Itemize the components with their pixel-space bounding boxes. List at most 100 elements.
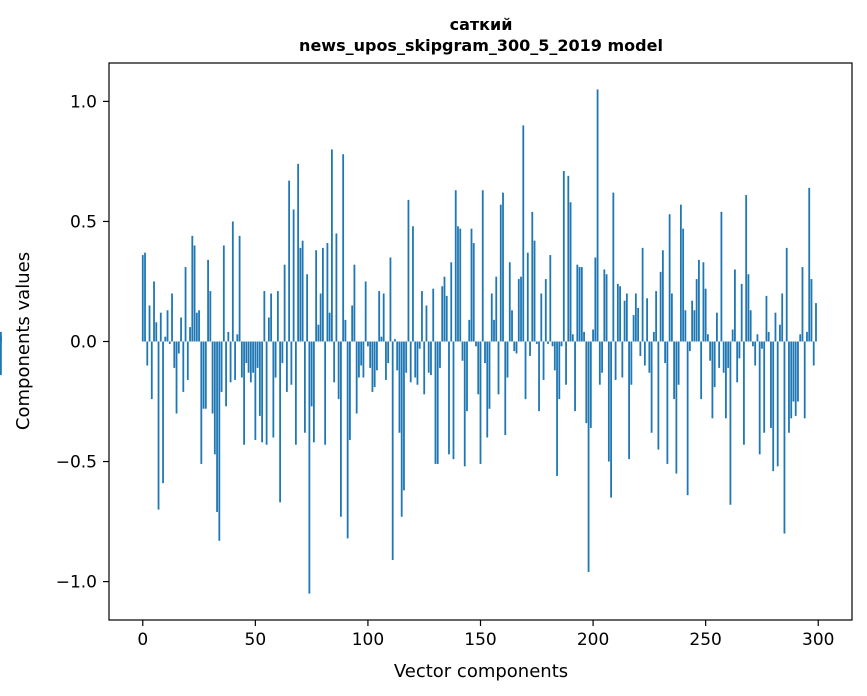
bar [785,247,788,342]
bar [371,341,374,392]
bar [772,341,775,472]
bar [362,341,365,378]
bar [394,339,396,342]
bars-layer [0,89,817,594]
y-tick-label: 1.0 [70,92,97,112]
bar [308,341,311,594]
bar [788,341,790,433]
bar [790,341,793,419]
bar [159,312,162,342]
bar [727,341,730,368]
bar [504,341,507,436]
bar [612,192,615,342]
bar [340,341,342,517]
bar [294,341,297,445]
bar [661,250,664,342]
bar [493,319,495,342]
bar [189,327,191,342]
bar [204,341,207,409]
bar [490,293,493,342]
bar [373,341,376,388]
bar [468,319,471,342]
bar [716,312,718,342]
bar [236,334,239,342]
bar [610,341,612,498]
bar [688,341,691,352]
bar [806,331,808,342]
bar [797,341,799,402]
bar [353,264,356,342]
bar [808,187,811,342]
bar [321,247,324,342]
y-tick-label: −1.0 [56,573,97,593]
bar [398,341,401,433]
bar [731,329,734,342]
bar [254,341,257,440]
bar [542,341,545,380]
bar [650,341,653,433]
bar [695,279,698,342]
y-tick-label: 0.0 [70,333,97,353]
bar [461,341,464,361]
bar [276,291,279,342]
bar [171,293,173,342]
bar [389,257,392,342]
bar [430,341,432,376]
bar [677,341,680,385]
bar [657,341,660,450]
bar [452,341,455,460]
bar [162,341,164,484]
bar [479,341,482,464]
bar [652,331,655,342]
bar [623,300,626,342]
bar [387,341,390,364]
bar [198,310,200,342]
bar [299,247,302,342]
bar [376,341,378,371]
bar [403,341,405,491]
x-axis-label: Vector components [394,661,568,682]
bar [628,341,630,460]
bar [619,286,621,342]
bar [448,341,450,455]
bar [319,293,322,342]
bar [740,283,743,342]
bar [207,259,209,342]
bar [285,341,288,392]
bar [556,341,558,476]
bar [335,233,338,342]
bar [614,341,617,380]
bar [301,240,304,342]
bar [414,341,417,378]
bar [263,291,266,342]
bar [261,341,263,443]
bar [231,221,234,342]
bar [765,295,768,342]
bar [668,214,671,342]
bar [184,267,187,342]
bar [709,341,712,361]
bar [700,341,703,400]
bar [249,341,252,383]
bar [216,341,218,512]
bar [794,341,797,416]
bar [792,341,795,402]
bar [331,149,333,342]
bar [400,341,403,517]
bar [553,341,556,371]
bar [222,245,225,342]
bar [713,341,716,388]
bar [279,341,282,503]
bar [270,293,273,342]
bar [815,303,817,342]
bar [707,334,709,342]
bar [783,341,786,534]
bar [666,341,669,464]
bar [720,211,723,342]
bar [213,341,216,455]
bar [405,341,408,373]
x-axis: 0 50 100 150 200 250 300 [137,620,834,650]
y-axis: −1.0 −0.5 0.0 0.5 1.0 [56,92,109,593]
bar [812,341,815,366]
bar [211,341,214,414]
